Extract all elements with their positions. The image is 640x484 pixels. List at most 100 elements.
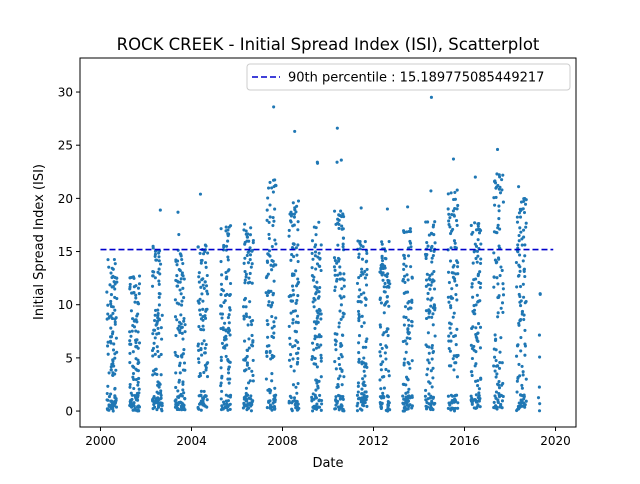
data-point [403,305,408,309]
data-point [270,326,274,330]
data-point [479,242,483,246]
data-point [270,244,274,249]
data-point [227,381,231,385]
data-point [110,403,114,407]
data-point [183,323,187,327]
data-point [409,265,413,269]
data-point [266,196,270,200]
data-point [113,295,117,299]
data-point [246,323,250,327]
data-point [380,242,384,246]
data-point [426,358,430,362]
data-point [249,323,254,327]
data-point [430,385,434,389]
data-point [289,311,293,315]
data-point [474,379,478,383]
data-point [225,401,229,406]
data-point [156,312,160,316]
data-point [479,261,483,265]
data-point [178,280,182,284]
data-point [247,276,251,280]
data-point [177,328,181,332]
data-point [433,220,437,224]
data-point [429,298,433,302]
data-point [474,350,478,354]
data-point [406,307,410,311]
data-point [159,389,163,393]
data-point [357,312,361,317]
data-point [128,385,132,389]
data-point [111,400,115,404]
data-point [226,359,230,363]
data-point [379,368,383,372]
data-point [500,268,504,273]
data-point [473,364,477,368]
data-point [220,316,224,320]
data-point [317,333,321,337]
data-point [475,293,479,297]
data-point [198,313,202,317]
data-point [197,301,201,305]
data-point [134,296,138,300]
data-point [424,316,429,321]
data-point [196,245,200,249]
data-point [430,346,434,350]
data-point [360,387,364,391]
data-point [107,315,112,319]
data-point [291,284,295,288]
data-point [111,348,116,352]
data-point [273,238,277,242]
data-point [295,408,299,412]
data-point [456,401,460,405]
data-point [198,251,202,255]
data-point [267,387,271,392]
data-point [227,403,231,407]
data-point [111,359,115,363]
data-point [319,353,323,357]
data-point-outlier [335,160,339,164]
data-point [296,351,300,355]
data-point [226,394,231,398]
data-point [406,254,411,258]
data-point [226,377,230,381]
data-point [380,256,384,260]
x-tick-label: 2012 [358,434,389,448]
data-point [314,407,319,411]
data-point [316,314,320,318]
data-point [430,272,434,276]
data-point [313,393,317,397]
data-point [270,314,274,319]
data-point [359,292,363,296]
data-point [289,364,293,368]
data-point [451,265,455,269]
data-point [160,404,164,408]
data-point [317,307,321,311]
data-point [272,219,276,223]
data-point [522,269,526,273]
data-point [514,354,519,358]
data-point [341,397,345,401]
data-point [267,289,271,293]
data-point [156,404,161,408]
data-point [451,315,455,319]
data-point [317,379,321,383]
x-tick-label: 2008 [267,434,298,448]
data-point [521,370,525,374]
data-point [137,387,141,391]
data-point [338,272,342,276]
data-point [274,316,278,320]
data-point [427,315,431,319]
data-point [518,300,522,304]
x-tick-label: 2004 [176,434,207,448]
data-point [292,215,296,219]
data-point [131,408,135,412]
data-point [339,303,343,307]
data-point [135,320,139,324]
data-point [109,341,113,345]
data-point [106,312,110,316]
data-point [226,316,230,320]
data-point [129,391,133,395]
legend-box [246,63,571,91]
data-point [432,287,437,291]
